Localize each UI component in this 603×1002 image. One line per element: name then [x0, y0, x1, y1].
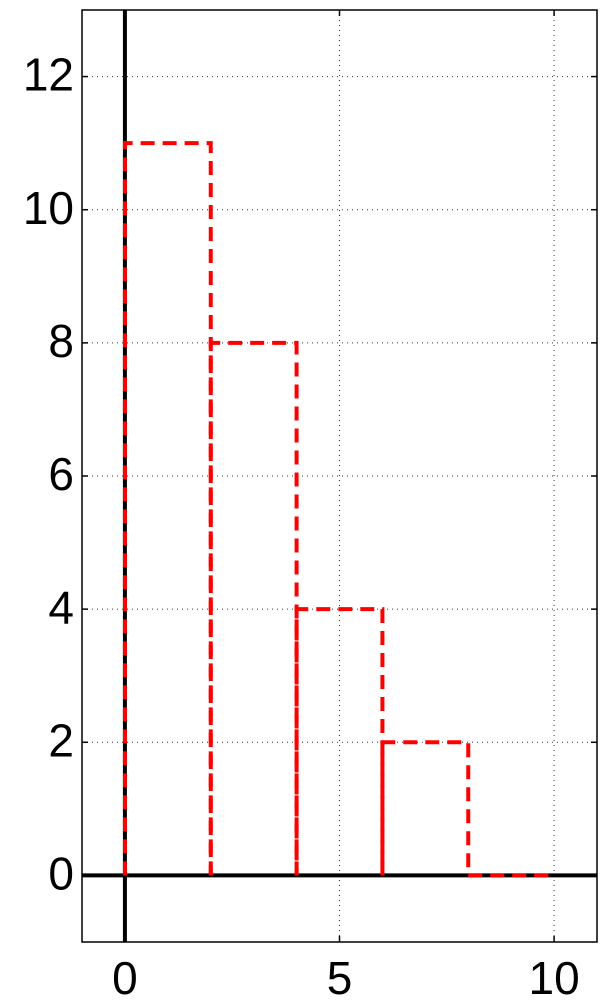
x-tick-label: 5 — [327, 952, 353, 1002]
y-tick-label: 10 — [23, 182, 74, 234]
y-tick-label: 2 — [48, 714, 74, 766]
y-tick-label: 8 — [48, 315, 74, 367]
y-tick-label: 4 — [48, 581, 74, 633]
x-tick-label: 10 — [528, 952, 579, 1002]
histogram-bar — [122, 141, 213, 876]
y-tick-label: 12 — [23, 49, 74, 101]
histogram-bar — [380, 740, 471, 876]
x-tick-label: 0 — [112, 952, 138, 1002]
y-tick-label: 6 — [48, 448, 74, 500]
plot-frame — [81, 9, 598, 943]
y-tick-label: 0 — [48, 848, 74, 900]
